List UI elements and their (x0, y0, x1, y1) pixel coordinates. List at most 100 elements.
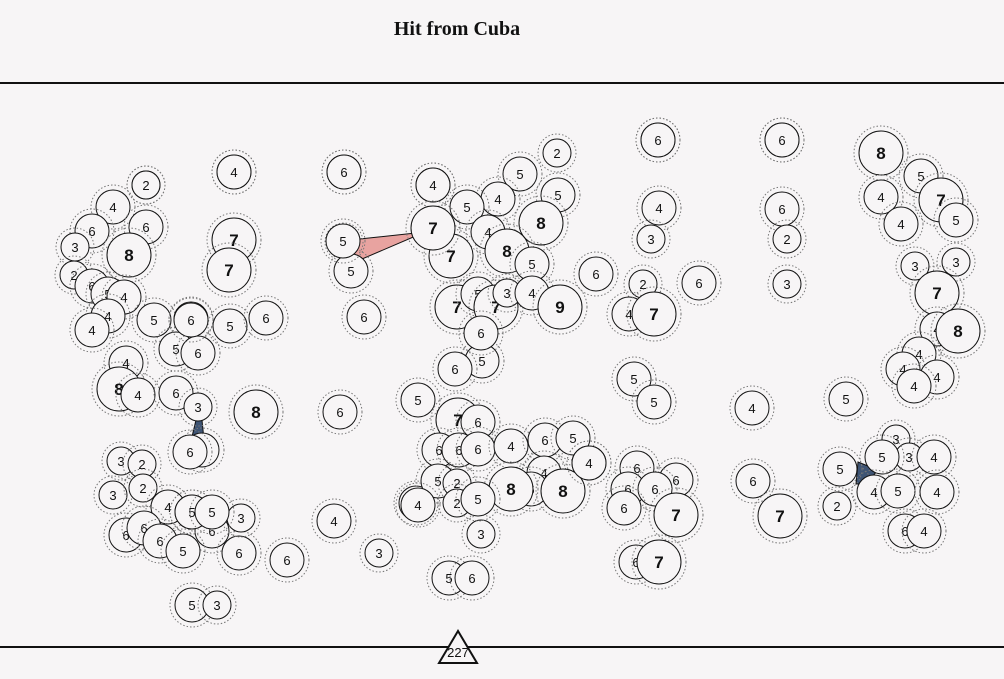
bubble-circle (542, 138, 572, 168)
bubble-value: 3 (117, 454, 124, 469)
bubble-value: 4 (122, 356, 129, 371)
bubble-halo (858, 174, 904, 220)
bubble-value: 8 (558, 482, 567, 501)
bubble-value: 3 (905, 450, 912, 465)
bubble-value: 6 (283, 553, 290, 568)
bubble-halo (535, 463, 591, 519)
bubble-circle (269, 542, 305, 578)
bubble-value: 4 (870, 485, 877, 500)
bubble: 4 (878, 201, 924, 247)
bubble-circle (449, 189, 485, 225)
bubble-value: 6 (624, 482, 631, 497)
bubble-circle (493, 428, 529, 464)
bubble: 5 (823, 376, 869, 422)
bubble-halo (566, 440, 612, 486)
bubble: 5 (611, 356, 657, 402)
bubble: 5 (320, 218, 366, 264)
bubble-circle (883, 206, 919, 242)
bubble-halo (896, 331, 942, 377)
bubble-value: 6 (901, 524, 908, 539)
bubble-value: 4 (230, 165, 237, 180)
bubble: 5 (497, 151, 543, 197)
bubble-value: 4 (109, 200, 116, 215)
bubble-circle (822, 491, 852, 521)
bubble-value: 8 (506, 480, 515, 499)
bubble-halo (767, 219, 807, 259)
bubble-halo (759, 186, 805, 232)
bubble-halo (432, 346, 478, 392)
bubble-value: 6 (592, 267, 599, 282)
bubble: 6 (321, 149, 367, 195)
bubble: 2 (537, 133, 577, 173)
bubble: 8 (930, 303, 986, 359)
bubble-halo (459, 338, 505, 384)
bubble-halo (122, 444, 162, 484)
bubble-value: 7 (932, 284, 941, 303)
bubble: 4 (488, 423, 534, 469)
bubble-halo (623, 264, 663, 304)
bubble: 4 (729, 385, 775, 431)
bubble-circle (106, 232, 152, 278)
bubble-value: 6 (186, 445, 193, 460)
bubble-value: 6 (672, 473, 679, 488)
bubble-value: 6 (435, 443, 442, 458)
bubble: 6 (432, 346, 478, 392)
bubble-value: 6 (88, 224, 95, 239)
bubble-value: 6 (695, 276, 702, 291)
bubble-value: 6 (474, 415, 481, 430)
bubble-value: 3 (237, 511, 244, 526)
bubble-circle (640, 122, 676, 158)
bubble-value: 4 (120, 290, 127, 305)
bubble: 6 (243, 295, 289, 341)
bubble-value: 8 (953, 322, 962, 341)
bubble-halo (393, 480, 439, 526)
bubble-halo (653, 457, 699, 503)
bubble-circle (540, 468, 586, 514)
bubble: 6 (455, 399, 501, 445)
bubble-halo (532, 279, 588, 335)
bubble-halo (509, 241, 555, 287)
bubble: 6 (175, 330, 221, 376)
bubble-value: 6 (336, 405, 343, 420)
bubble-value: 6 (451, 362, 458, 377)
bubble-halo (410, 162, 456, 208)
bubble-value: 4 (540, 466, 547, 481)
bubble-circle (460, 481, 496, 517)
bubble: 6 (167, 429, 213, 475)
bubble-value: 6 (654, 133, 661, 148)
bubble-value: 6 (749, 474, 756, 489)
bubble-halo (55, 227, 95, 267)
bubble: 4 (636, 185, 682, 231)
bubble-halo (631, 219, 671, 259)
bubble: 7 (405, 200, 461, 256)
bubble-value: 5 (917, 169, 924, 184)
bubble: 9 (532, 279, 588, 335)
bubble-value: 4 (933, 485, 940, 500)
bubble-circle (463, 315, 499, 351)
bubble-circle (938, 202, 974, 238)
bubble-value: 3 (647, 232, 654, 247)
bubble-value: 6 (172, 386, 179, 401)
bubble: 4 (475, 176, 521, 222)
bubble-value: 4 (899, 362, 906, 377)
bubble-value: 4 (414, 498, 421, 513)
bubble-circle (202, 590, 232, 620)
bubble-circle (636, 224, 666, 254)
bubble-value: 4 (429, 178, 436, 193)
bubble-circle (454, 560, 490, 596)
bubble-halo (228, 384, 284, 440)
bubble-value: 6 (88, 279, 95, 294)
bubble: 8 (535, 463, 591, 519)
bubble-halo (601, 485, 647, 531)
bubble: 4 (395, 482, 441, 528)
bubble-value: 2 (553, 146, 560, 161)
bubble-circle (98, 480, 128, 510)
bubble: 3 (936, 242, 976, 282)
bubble-value: 3 (952, 255, 959, 270)
bubble-halo (859, 434, 905, 480)
bubble-circle (764, 122, 800, 158)
bubble: 6 (635, 117, 681, 163)
bubble-halo (767, 264, 807, 304)
bubble: 5 (328, 248, 374, 294)
bubble-value: 4 (897, 217, 904, 232)
